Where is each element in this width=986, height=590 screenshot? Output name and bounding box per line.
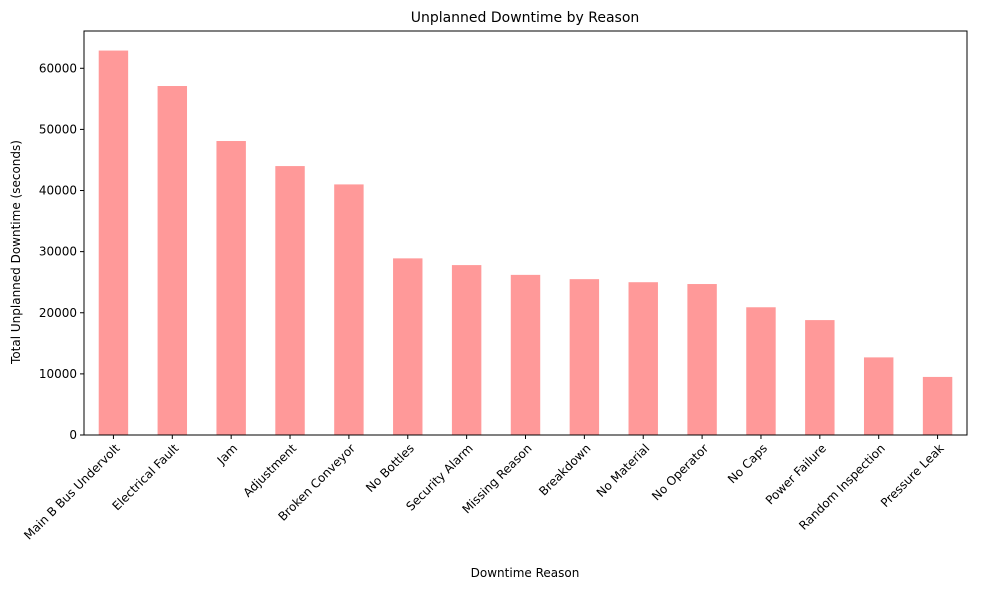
bar: [393, 258, 423, 435]
bars-group: [98, 50, 953, 435]
y-tick-label: 10000: [39, 367, 77, 381]
x-axis-label: Downtime Reason: [471, 566, 580, 580]
bar: [216, 141, 246, 435]
bar: [922, 376, 953, 435]
bar: [334, 184, 364, 435]
y-tick-label: 40000: [39, 184, 77, 198]
bar: [628, 282, 658, 435]
bar: [805, 320, 835, 435]
y-tick-label: 50000: [39, 122, 77, 136]
bar: [746, 307, 776, 435]
y-axis-label: Total Unplanned Downtime (seconds): [9, 140, 23, 365]
y-tick-label: 60000: [39, 61, 77, 75]
y-axis-ticks: 0 10000 20000 30000 40000 50000 60000: [39, 61, 84, 442]
chart-title: Unplanned Downtime by Reason: [411, 10, 640, 26]
bar: [157, 86, 188, 435]
plot-frame: [83, 30, 968, 436]
y-tick-label: 0: [69, 428, 77, 442]
bar: [569, 279, 600, 435]
bar: [863, 357, 894, 435]
bar: [98, 50, 129, 435]
bar: [275, 166, 305, 435]
bar: [451, 265, 482, 435]
y-tick-label: 30000: [39, 245, 77, 259]
bar: [687, 284, 717, 435]
y-tick-label: 20000: [39, 306, 77, 320]
bar: [510, 274, 541, 435]
